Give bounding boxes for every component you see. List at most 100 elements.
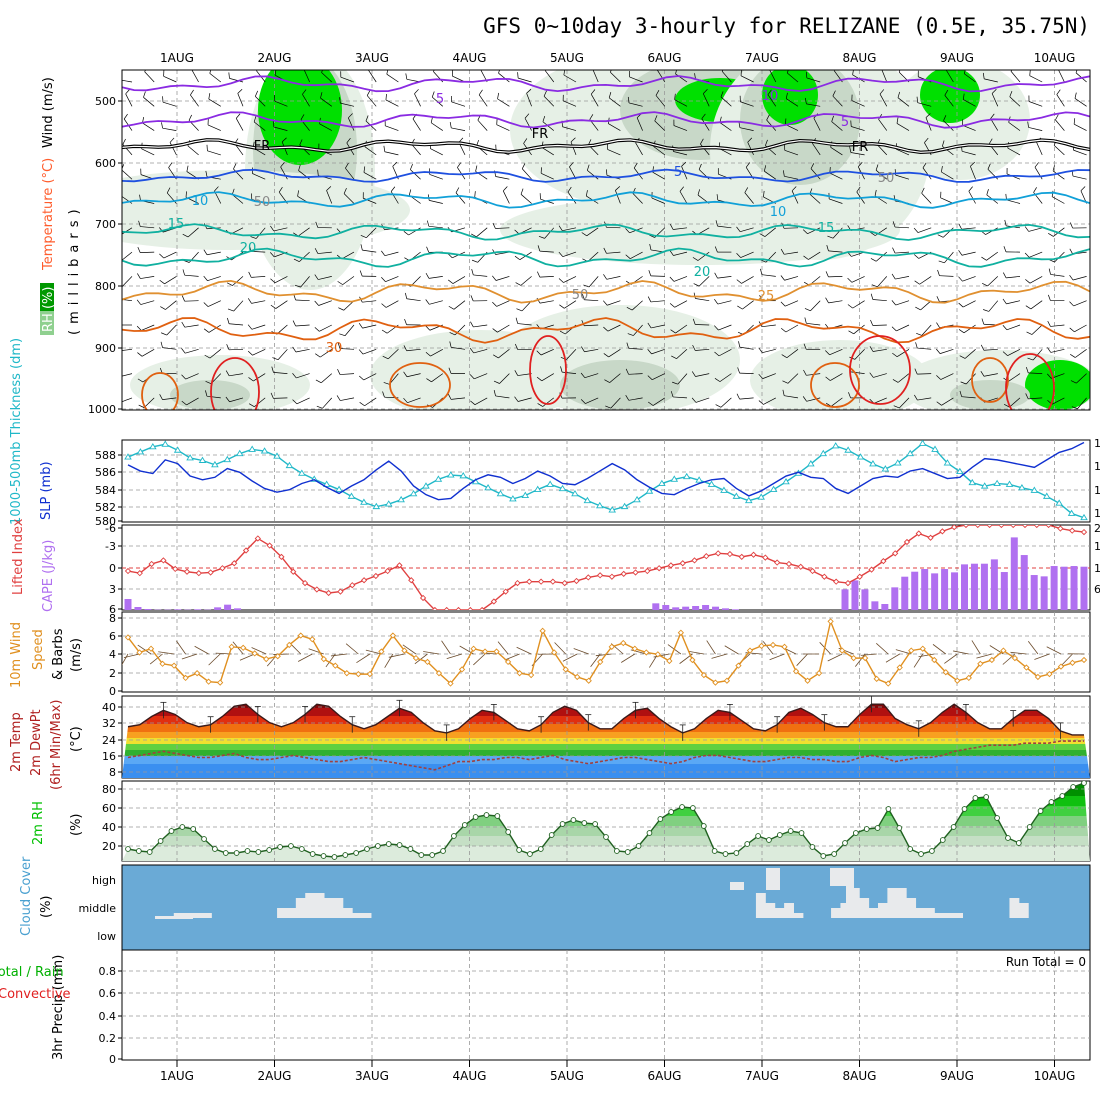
- minmax-whisker: [396, 699, 403, 717]
- wind-barb: [543, 90, 555, 107]
- contour-label: 5: [674, 165, 682, 180]
- rh2m-point: [125, 846, 131, 852]
- wind-barb: [253, 116, 266, 131]
- lifted-index-point: [1010, 525, 1017, 529]
- thickness-point: [695, 476, 703, 483]
- wind-barb: [736, 251, 754, 258]
- wind-barb: [414, 89, 421, 107]
- wind-barb: [537, 271, 554, 278]
- wind-barb: [143, 91, 155, 107]
- rh2m-point: [190, 826, 197, 832]
- rh2m-point: [939, 837, 946, 843]
- cloud-middle-bar: [840, 903, 851, 918]
- wind-speed-point: [620, 639, 627, 647]
- wind-barb: [701, 113, 710, 131]
- wind-barb: [1027, 121, 1043, 131]
- thickness-point: [620, 502, 629, 510]
- wind-barb: [122, 251, 133, 261]
- wind-barb: [958, 250, 976, 256]
- temperature-label: Temperature (°C): [41, 158, 56, 271]
- wind-barb: [943, 115, 954, 131]
- wind-barb: [981, 251, 999, 261]
- rh-blob: [762, 70, 818, 125]
- wind-barb: [314, 324, 332, 332]
- rh2m-point: [212, 846, 218, 852]
- rh2m-point: [527, 851, 533, 857]
- wind-barb: [758, 347, 776, 354]
- wind-barb: [405, 292, 421, 302]
- rh2m-point: [277, 844, 283, 850]
- cape-bar: [692, 606, 700, 610]
- wind-barb: [825, 297, 843, 304]
- rh-legend-swatch-dark: [40, 283, 54, 311]
- contour-label: 15: [818, 221, 835, 236]
- wind-speed-point: [297, 632, 304, 639]
- wind-barb: [1003, 272, 1021, 279]
- cape-bar: [980, 563, 988, 610]
- lifted-index-point: [974, 525, 981, 529]
- cloud-middle-bar: [765, 903, 776, 918]
- minmax-whisker: [160, 701, 167, 719]
- wind-barb: [869, 346, 887, 352]
- rh2m-point: [570, 817, 577, 823]
- wind-barb: [1051, 190, 1065, 204]
- thickness-point: [931, 445, 939, 452]
- dewpt2m-line: [127, 740, 1084, 771]
- cloud-middle-bar: [1009, 898, 1020, 918]
- wind-barb: [586, 164, 599, 180]
- wind-speed-point: [608, 643, 615, 650]
- lifted-index-point: [951, 525, 958, 531]
- wind-barb: [225, 396, 244, 403]
- wind-speed-point: [309, 636, 316, 643]
- minmax-whisker: [962, 704, 969, 721]
- wind10m-barb: [208, 653, 221, 666]
- wind-barb: [980, 344, 998, 351]
- rh2m-point: [592, 821, 598, 827]
- wind-barb: [832, 90, 843, 107]
- wind10m-barb: [711, 653, 728, 659]
- wind-barb: [963, 70, 976, 83]
- lifted-index-point: [337, 588, 344, 595]
- thickness-point: [124, 453, 132, 460]
- wind10m-barb: [769, 653, 785, 661]
- wind-barb: [208, 93, 221, 107]
- rh2m-point: [657, 816, 664, 822]
- rh2m-point: [418, 852, 425, 858]
- thickness-point: [1080, 513, 1088, 521]
- wind-barb: [514, 396, 532, 402]
- wind-barb: [137, 273, 155, 279]
- wind-barb: [679, 186, 688, 204]
- cape-bar: [911, 571, 919, 610]
- contour-30: [122, 317, 1090, 344]
- wind-barb: [302, 89, 310, 107]
- tick-label: 580: [95, 515, 116, 528]
- contour-loop: [529, 335, 567, 405]
- contour-loop: [210, 357, 260, 410]
- wind10m-barb: [504, 653, 520, 661]
- wind-speed-point: [931, 656, 938, 664]
- lifted-index-point: [325, 589, 332, 597]
- wind-speed-point: [539, 627, 546, 634]
- wind-barb: [1069, 300, 1087, 307]
- rh2m-point: [603, 834, 609, 840]
- wind-barb: [580, 397, 599, 404]
- wind-barb: [359, 270, 377, 277]
- wind-barb: [785, 92, 799, 107]
- rh2m-point: [776, 832, 783, 838]
- thickness-point: [397, 495, 405, 503]
- wind-speed-point: [217, 679, 224, 686]
- wind-barb: [161, 122, 177, 131]
- wind-barb: [691, 371, 710, 377]
- lifted-index-point: [313, 586, 320, 593]
- lifted-index-point: [254, 535, 261, 542]
- wind-barb: [469, 347, 488, 354]
- rh2m-point: [994, 815, 1000, 821]
- wind10m-barb: [1046, 646, 1062, 655]
- wind-barb: [715, 397, 732, 408]
- wind-barb: [1027, 349, 1043, 361]
- wind-barb: [206, 144, 221, 156]
- lifted-index-point: [927, 534, 934, 541]
- thickness-point: [831, 442, 840, 449]
- wind10m-barb: [308, 648, 324, 655]
- wind-barb: [647, 348, 665, 355]
